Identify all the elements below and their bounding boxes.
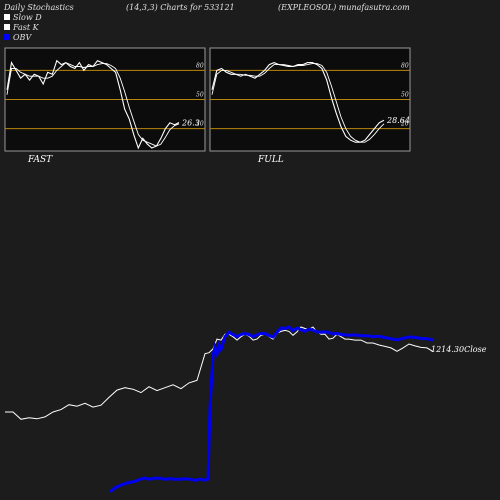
fast-panel-title: FAST <box>27 155 53 165</box>
fast-line-slow-d <box>6 62 180 147</box>
close-last-value: 1214.30Close <box>431 345 487 354</box>
full-panel: 20 50 80 28.64 FULL <box>209 47 411 165</box>
header-left: Daily Stochastics <box>3 3 74 12</box>
full-series <box>211 62 385 143</box>
full-y-ticks: 20 50 80 <box>400 62 409 127</box>
close-line <box>5 326 434 420</box>
fast-series <box>6 59 180 150</box>
full-panel-title: FULL <box>257 155 284 165</box>
legend-swatch-obv <box>4 34 10 40</box>
legend: Slow D Fast K OBV <box>4 13 42 42</box>
close-last-value-suffix: Close <box>464 345 487 354</box>
fast-last-value: 26.3 <box>181 118 200 127</box>
price-obv-panel: 1214.30Close <box>5 325 487 494</box>
full-y-tick: 20 <box>400 121 409 128</box>
legend-swatch-fast-k <box>4 24 10 30</box>
full-y-tick: 50 <box>401 92 409 99</box>
full-line-fast-k <box>211 62 385 143</box>
obv-line <box>109 325 434 494</box>
header-right: (EXPLEOSOL) munafasutra.com <box>278 3 410 12</box>
price-obv-series <box>5 325 434 494</box>
header-center: (14,3,3) Charts for 533121 <box>126 3 235 12</box>
full-level-lines <box>210 69 410 130</box>
legend-label-fast-k: Fast K <box>12 23 40 32</box>
legend-label-slow-d: Slow D <box>13 13 42 22</box>
legend-label-obv: OBV <box>13 33 32 42</box>
fast-panel: 20 50 80 26.3 FAST <box>4 47 206 165</box>
fast-y-tick: 20 <box>195 121 204 128</box>
fast-y-tick: 50 <box>196 92 204 99</box>
fast-y-tick: 80 <box>196 62 204 69</box>
legend-swatch-slow-d <box>4 14 10 20</box>
close-last-value-number: 1214.30 <box>431 345 464 354</box>
fast-y-ticks: 20 50 80 <box>195 62 204 127</box>
full-line-slow-d <box>211 63 385 143</box>
full-y-tick: 80 <box>401 62 409 69</box>
full-last-value: 28.64 <box>386 116 410 125</box>
